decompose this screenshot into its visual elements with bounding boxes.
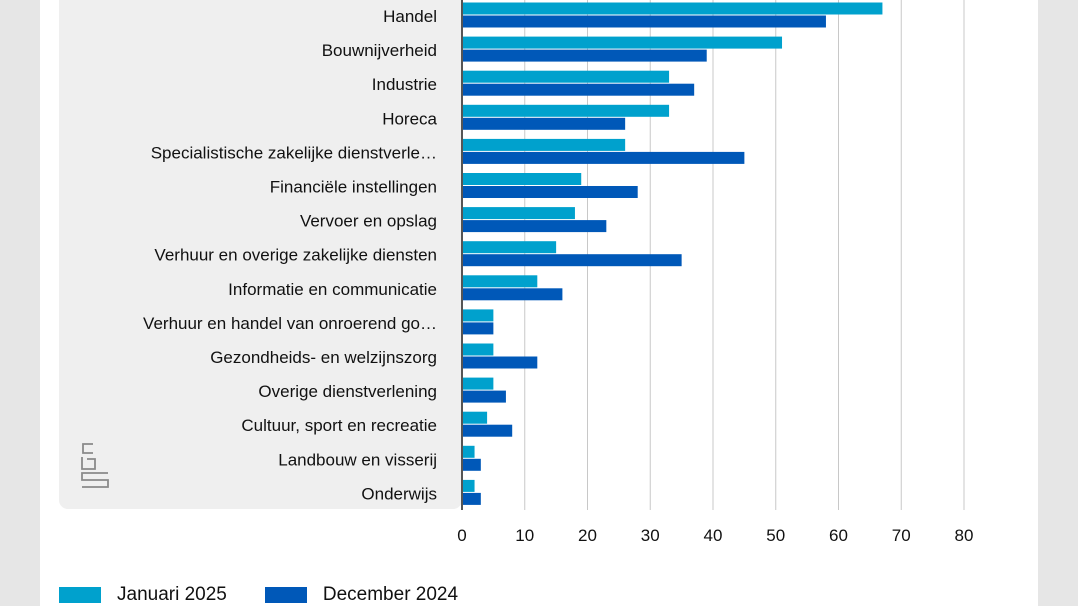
bar-december-2024-landbouw-en-visserij bbox=[462, 458, 481, 471]
legend-label-januari-2025: Januari 2025 bbox=[117, 584, 227, 605]
category-label-cultuur-sport-en-recreatie: Cultuur, sport en recreatie bbox=[241, 416, 437, 435]
x-tick-label-40: 40 bbox=[704, 526, 723, 545]
legend-label-december-2024: December 2024 bbox=[322, 584, 459, 605]
category-label-handel: Handel bbox=[383, 7, 437, 26]
bar-december-2024-financiele-instellingen bbox=[462, 186, 638, 198]
bar-december-2024-verhuur-en-overige-zakelijke-diensten bbox=[462, 254, 682, 267]
legend: Januari 2025 December 2024 bbox=[59, 584, 496, 606]
bar-december-2024-onderwijs bbox=[462, 492, 481, 505]
category-labels: Handel Bouwnijverheid Industrie Horeca Speci… bbox=[143, 7, 437, 503]
bar-januari-2025-informatie-en-communicatie bbox=[462, 275, 538, 288]
x-tick-label-80: 80 bbox=[955, 526, 974, 545]
label-panel bbox=[59, 0, 462, 509]
bar-januari-2025-verhuur-en-overige-zakelijke-diensten bbox=[462, 241, 557, 254]
category-label-bouwnijverheid: Bouwnijverheid bbox=[322, 41, 437, 60]
bar-december-2024-verhuur-en-handel-van-onroerend-go bbox=[462, 322, 494, 335]
x-tick-label-30: 30 bbox=[641, 526, 660, 545]
x-tick-label-50: 50 bbox=[766, 526, 785, 545]
bar-januari-2025-financiele-instellingen bbox=[462, 173, 582, 185]
bar-januari-2025-onderwijs bbox=[462, 479, 475, 492]
bar-januari-2025-handel bbox=[462, 2, 883, 15]
x-tick-label-60: 60 bbox=[829, 526, 848, 545]
legend-item-januari-2025: Januari 2025 bbox=[59, 584, 227, 606]
x-tick-label-70: 70 bbox=[892, 526, 911, 545]
legend-item-december-2024: December 2024 bbox=[264, 584, 459, 606]
bar-januari-2025-horeca bbox=[462, 104, 670, 117]
category-label-industrie: Industrie bbox=[372, 75, 437, 94]
category-label-specialistische-zakelijke-dienstverle: Specialistische zakelijke dienstverle… bbox=[151, 143, 437, 162]
category-label-overige-dienstverlening: Overige dienstverlening bbox=[258, 382, 437, 401]
bar-januari-2025-gezondheids-en-welzijnszorg bbox=[462, 343, 494, 356]
category-label-informatie-en-communicatie: Informatie en communicatie bbox=[228, 280, 437, 299]
bar-januari-2025-industrie bbox=[462, 70, 670, 83]
bar-december-2024-gezondheids-en-welzijnszorg bbox=[462, 356, 538, 369]
bar-december-2024-industrie bbox=[462, 83, 695, 96]
bar-december-2024-cultuur-sport-en-recreatie bbox=[462, 424, 513, 437]
bar-januari-2025-landbouw-en-visserij bbox=[462, 445, 475, 458]
category-label-verhuur-en-overige-zakelijke-diensten: Verhuur en overige zakelijke diensten bbox=[154, 246, 437, 265]
bar-januari-2025-vervoer-en-opslag bbox=[462, 207, 575, 220]
x-tick-label-0: 0 bbox=[457, 526, 466, 545]
bar-januari-2025-cultuur-sport-en-recreatie bbox=[462, 411, 488, 424]
bar-januari-2025-bouwnijverheid bbox=[462, 36, 783, 49]
category-label-financiele-instellingen: Financiële instellingen bbox=[270, 178, 437, 197]
category-label-verhuur-en-handel-van-onroerend-go: Verhuur en handel van onroerend go… bbox=[143, 314, 437, 333]
bar-december-2024-vervoer-en-opslag bbox=[462, 220, 607, 233]
bar-december-2024-bouwnijverheid bbox=[462, 49, 707, 62]
category-label-gezondheids-en-welzijnszorg: Gezondheids- en welzijnszorg bbox=[210, 348, 437, 367]
bar-december-2024-overige-dienstverlening bbox=[462, 390, 506, 403]
x-tick-label-10: 10 bbox=[515, 526, 534, 545]
bar-december-2024-horeca bbox=[462, 117, 626, 130]
x-tick-labels: 0 10 20 30 40 50 60 70 80 bbox=[457, 526, 973, 545]
category-label-vervoer-en-opslag: Vervoer en opslag bbox=[300, 212, 437, 231]
bar-december-2024-informatie-en-communicatie bbox=[462, 288, 563, 301]
bar-december-2024-specialistische-zakelijke-dienstverle bbox=[462, 151, 745, 164]
x-tick-label-20: 20 bbox=[578, 526, 597, 545]
category-label-onderwijs: Onderwijs bbox=[361, 484, 437, 503]
legend-swatch-december-2024 bbox=[264, 587, 307, 603]
cbs-logo-icon bbox=[81, 443, 109, 488]
chart-card: Handel Bouwnijverheid Industrie Horeca Speci… bbox=[40, 0, 1038, 606]
legend-swatch-januari-2025 bbox=[59, 587, 101, 603]
bar-januari-2025-overige-dienstverlening bbox=[462, 377, 494, 390]
bar-januari-2025-verhuur-en-handel-van-onroerend-go bbox=[462, 309, 494, 322]
category-label-horeca: Horeca bbox=[382, 109, 437, 128]
category-label-landbouw-en-visserij: Landbouw en visserij bbox=[278, 450, 437, 469]
bar-december-2024-handel bbox=[462, 15, 826, 28]
bars bbox=[462, 2, 883, 505]
bar-januari-2025-specialistische-zakelijke-dienstverle bbox=[462, 138, 626, 151]
chart: Handel Bouwnijverheid Industrie Horeca Speci… bbox=[59, 0, 973, 545]
